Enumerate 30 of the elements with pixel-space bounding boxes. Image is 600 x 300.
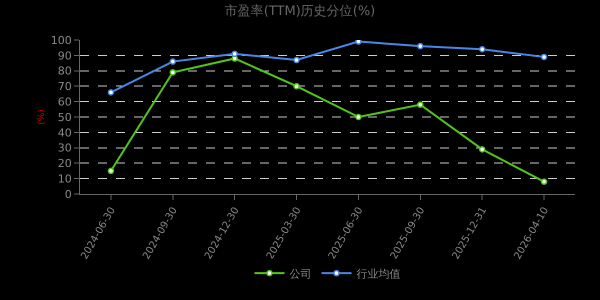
- y-tick-label: 0: [64, 188, 72, 201]
- point: [478, 146, 486, 153]
- chart-title: 市盈率(TTM)历史分位(%): [224, 3, 376, 20]
- point: [540, 178, 548, 185]
- y-tick-label: 100: [50, 34, 72, 47]
- point: [540, 54, 548, 60]
- y-tick-label: 80: [58, 64, 72, 78]
- point: [108, 168, 114, 174]
- y-tick-label: 10: [58, 172, 72, 186]
- point: [355, 114, 362, 120]
- legend-label: 行业均值: [356, 267, 400, 280]
- y-tick-label: 90: [58, 49, 72, 62]
- y-tick-label: 70: [58, 80, 72, 94]
- y-axis-title: (%): [37, 109, 48, 125]
- point: [293, 82, 300, 90]
- y-tick-label: 60: [58, 95, 72, 108]
- legend-label: 公司: [290, 267, 312, 280]
- point: [417, 42, 424, 50]
- y-tick-label: 30: [58, 142, 72, 155]
- point: [478, 46, 486, 52]
- point: [231, 50, 238, 58]
- point: [170, 69, 176, 76]
- y-tick-label: 40: [58, 126, 72, 140]
- y-tick-label: 20: [58, 157, 72, 170]
- y-tick-label: 50: [58, 110, 72, 124]
- point: [417, 101, 424, 108]
- point: [355, 40, 362, 45]
- point: [170, 58, 176, 65]
- point: [293, 56, 300, 64]
- point: [108, 89, 114, 96]
